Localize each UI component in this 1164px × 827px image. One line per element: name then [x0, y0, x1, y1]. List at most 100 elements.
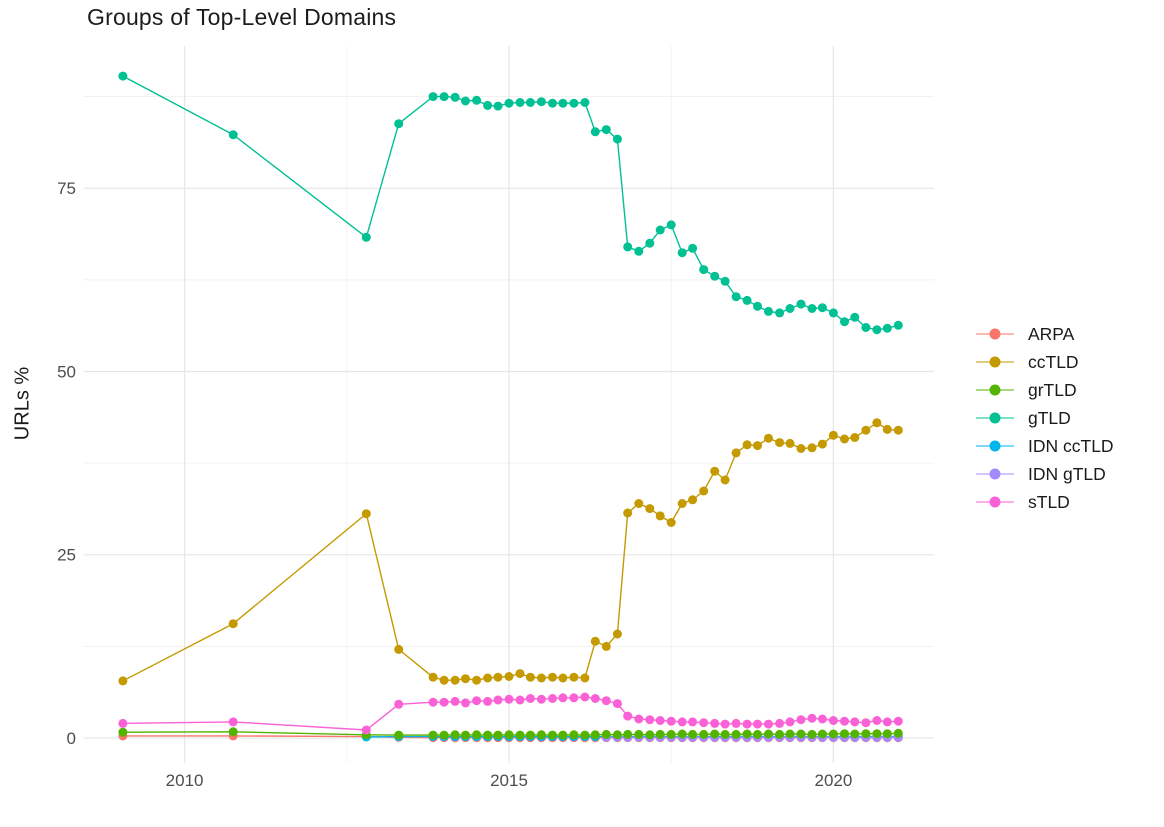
data-point	[840, 729, 849, 739]
data-point	[504, 730, 514, 740]
data-point	[439, 697, 449, 707]
data-point	[590, 636, 600, 646]
legend-key-dot	[989, 412, 1001, 424]
legend-key-dot	[989, 384, 1001, 396]
data-point	[450, 696, 460, 706]
data-point	[872, 716, 882, 725]
data-point	[731, 729, 741, 739]
x-tick-label: 2010	[166, 771, 204, 790]
data-point	[493, 672, 503, 682]
data-point	[850, 312, 860, 322]
data-point	[450, 730, 460, 740]
data-point	[228, 130, 238, 140]
legend-label: sTLD	[1028, 492, 1070, 512]
data-point	[450, 675, 460, 685]
data-point	[394, 699, 404, 709]
data-point	[753, 301, 762, 311]
data-point	[439, 92, 449, 102]
data-point	[861, 425, 871, 435]
data-point	[882, 323, 892, 333]
data-point	[483, 730, 493, 740]
data-point	[710, 718, 720, 728]
data-point	[612, 699, 622, 709]
data-point	[569, 693, 579, 703]
data-point	[228, 619, 238, 629]
data-point	[569, 672, 579, 682]
data-point	[666, 518, 676, 527]
data-point	[428, 730, 438, 740]
data-point	[720, 719, 730, 729]
data-point	[710, 729, 720, 739]
data-point	[645, 238, 655, 248]
data-point	[428, 672, 438, 682]
data-point	[394, 730, 404, 740]
data-point	[569, 730, 579, 740]
data-point	[893, 716, 903, 726]
series-line	[122, 421, 899, 682]
data-point	[699, 718, 709, 728]
data-point	[872, 729, 882, 739]
data-point	[666, 220, 676, 230]
data-point	[634, 246, 644, 256]
legend-item-IDN-gTLD: IDN gTLD	[976, 464, 1106, 484]
data-point	[493, 730, 503, 740]
data-point	[785, 438, 795, 448]
data-point	[785, 304, 795, 313]
data-point	[666, 729, 676, 739]
data-point	[118, 718, 128, 728]
data-point	[525, 694, 535, 703]
data-point	[601, 125, 611, 135]
data-point	[753, 441, 762, 451]
data-point	[893, 425, 903, 435]
data-point	[872, 325, 882, 335]
legend-label: ccTLD	[1028, 352, 1079, 372]
data-point	[569, 98, 579, 108]
data-point	[796, 715, 806, 725]
data-point	[677, 717, 687, 727]
data-point	[828, 430, 838, 440]
data-point	[118, 71, 128, 81]
data-point	[655, 225, 665, 235]
data-point	[472, 95, 482, 105]
data-point	[450, 92, 460, 102]
data-point	[428, 697, 438, 707]
data-point	[742, 440, 752, 450]
data-point	[645, 730, 655, 740]
data-point	[699, 265, 709, 275]
series-gTLD	[118, 71, 903, 335]
data-point	[775, 438, 785, 448]
data-point	[828, 729, 838, 739]
data-point	[361, 509, 371, 519]
data-point	[515, 98, 525, 107]
data-point	[840, 434, 849, 444]
data-point	[461, 674, 470, 684]
data-point	[394, 644, 404, 654]
data-point	[677, 729, 687, 739]
data-point	[580, 730, 590, 740]
data-point	[882, 729, 892, 739]
data-point	[764, 433, 773, 443]
data-point	[817, 303, 827, 313]
data-point	[580, 98, 590, 107]
data-point	[710, 466, 720, 476]
data-point	[807, 713, 817, 723]
legend-key-dot	[989, 356, 1001, 368]
data-point	[828, 308, 838, 318]
legend-item-sTLD: sTLD	[976, 492, 1070, 512]
legend-label: IDN ccTLD	[1028, 436, 1114, 456]
data-point	[118, 676, 128, 686]
legend-item-grTLD: grTLD	[976, 380, 1077, 400]
data-point	[361, 725, 371, 735]
data-point	[612, 730, 622, 740]
data-point	[548, 98, 557, 108]
data-point	[850, 717, 860, 727]
data-point	[525, 98, 535, 107]
data-point	[623, 242, 633, 252]
legend-key-dot	[989, 440, 1001, 452]
data-point	[645, 504, 655, 514]
y-tick-label: 25	[57, 546, 76, 565]
data-point	[515, 730, 525, 740]
data-point	[118, 727, 128, 737]
data-point	[817, 714, 827, 724]
